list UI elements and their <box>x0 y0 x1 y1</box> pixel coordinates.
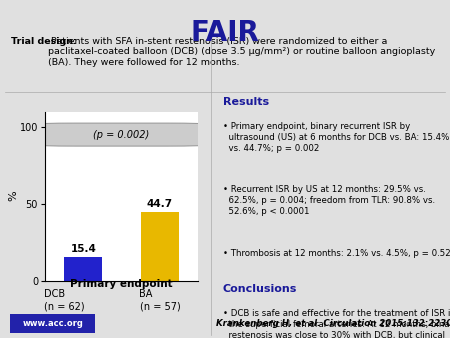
Text: • Thrombosis at 12 months: 2.1% vs. 4.5%, p = 0.52: • Thrombosis at 12 months: 2.1% vs. 4.5%… <box>223 248 450 258</box>
FancyBboxPatch shape <box>37 123 206 146</box>
Text: 15.4: 15.4 <box>70 244 96 254</box>
FancyBboxPatch shape <box>1 312 104 335</box>
Text: Primary endpoint: Primary endpoint <box>70 279 173 289</box>
Text: DCB: DCB <box>44 289 65 299</box>
Text: www.acc.org: www.acc.org <box>22 319 83 328</box>
Text: (n = 57): (n = 57) <box>140 301 180 312</box>
Text: Trial design:: Trial design: <box>11 37 76 46</box>
Text: • Primary endpoint, binary recurrent ISR by
  ultrasound (US) at 6 months for DC: • Primary endpoint, binary recurrent ISR… <box>223 122 449 153</box>
Text: Results: Results <box>223 97 269 107</box>
Text: • DCB is safe and effective for the treatment of ISR in
  the superficial femora: • DCB is safe and effective for the trea… <box>223 309 450 338</box>
Bar <box>140 212 179 281</box>
Text: BA: BA <box>140 289 153 299</box>
Text: 44.7: 44.7 <box>147 199 173 209</box>
Text: FAIR: FAIR <box>190 19 260 47</box>
Text: (p = 0.002): (p = 0.002) <box>94 129 149 140</box>
Bar <box>64 257 103 281</box>
Y-axis label: %: % <box>8 191 18 201</box>
Text: Krankenberg H, et al. Circulation 2015;132:2230-6: Krankenberg H, et al. Circulation 2015;1… <box>216 319 450 329</box>
Text: Patients with SFA in-stent restenosis (ISR) were randomized to either a paclitax: Patients with SFA in-stent restenosis (I… <box>48 37 435 67</box>
Text: • Recurrent ISR by US at 12 months: 29.5% vs.
  62.5%, p = 0.004; freedom from T: • Recurrent ISR by US at 12 months: 29.5… <box>223 185 435 216</box>
Text: Conclusions: Conclusions <box>223 284 297 294</box>
Text: (n = 62): (n = 62) <box>44 301 85 312</box>
